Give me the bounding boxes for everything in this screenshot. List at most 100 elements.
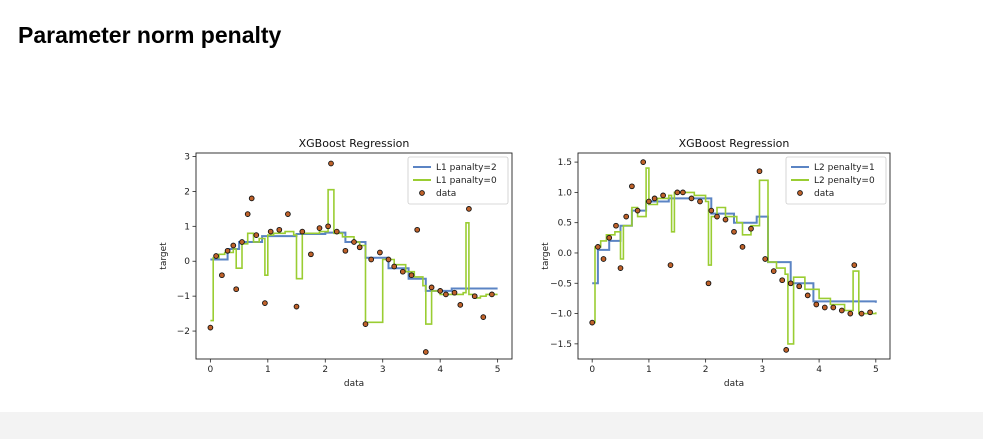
legend-box [785,156,887,205]
data-point [466,206,472,212]
series-line-2 [210,188,498,325]
x-tick-label: 4 [437,365,443,375]
data-point [830,304,837,311]
data-point [613,222,619,229]
data-point [770,268,777,274]
data-point [267,228,274,235]
data-point [437,288,444,294]
y-tick-label: 0.0 [558,249,573,259]
data-point [244,211,251,217]
series-line-2 [592,167,877,345]
data-point [600,256,607,262]
data-point [414,226,421,233]
y-tick-label: 3 [184,152,190,162]
y-tick-label: 0.5 [558,219,572,229]
legend-swatch-dot [419,190,425,196]
data-point [708,207,715,214]
legend-label: L2 penalty=1 [814,163,875,173]
data-point [385,256,392,263]
data-point [838,307,845,314]
slide-title: Parameter norm penalty [18,22,282,48]
data-point [253,232,260,238]
x-tick-label: 5 [495,365,501,375]
data-point [391,263,398,270]
legend-label: data [436,189,456,199]
data-point [285,211,291,217]
legend: L2 penalty=1 L2 penalty=0 data [785,156,887,205]
y-tick-label: −1.0 [550,310,572,320]
data-point [451,289,458,296]
x-tick-label: 3 [380,365,386,375]
data-point [239,239,245,245]
y-tick-label: 0 [184,257,190,267]
y-tick-label: 1.5 [558,158,572,168]
data-point [443,291,449,298]
data-point [224,247,231,254]
data-point [748,225,754,232]
data-point [351,239,357,245]
data-point [293,303,300,310]
data-point [399,268,406,275]
data-point [333,228,340,235]
y-tick-label: 1 [184,222,190,232]
legend-label: L2 penalty=0 [814,176,875,186]
data-point [377,249,383,256]
y-axis-label: target [541,242,551,270]
y-tick-label: 2 [184,187,190,197]
data-point [356,244,363,251]
data-point [617,265,624,271]
data-point [804,292,811,299]
data-point [688,195,695,202]
x-tick-label: 4 [816,365,822,375]
y-tick-label: −1 [177,292,190,302]
y-tick-label: −0.5 [550,279,572,289]
data-point [667,262,674,268]
data-point [328,160,334,167]
data-point [762,256,769,262]
data-point [342,247,349,254]
data-point [705,280,712,287]
data-point [219,272,225,279]
x-tick-label: 0 [207,365,213,375]
data-point [821,304,828,311]
data-point [489,291,495,298]
data-point [739,244,746,250]
data-point [595,244,601,250]
series-line-1 [592,197,877,303]
bottom-band [0,412,983,439]
data-point [640,159,647,165]
data-point [783,347,790,353]
chart-l1-penalty: XGBoost Regression 0 1 2 3 4 5 −2 −1 0 1 2 3 data targ… [159,137,513,389]
legend-swatch-dot [797,190,803,196]
x-tick-label: 1 [646,365,652,375]
legend-label: L1 panalty=0 [436,176,497,186]
data-point [325,223,331,230]
y-tick-label: 1.0 [558,188,573,198]
data-point [408,272,415,279]
data-point [207,324,214,331]
axes-frame [577,152,891,360]
data-point [368,256,375,263]
legend-box [407,156,509,205]
data-point [629,183,635,190]
data-point [299,228,306,235]
data-point [422,349,429,355]
data-point [756,168,763,175]
x-tick-label: 5 [873,365,879,375]
data-point [847,310,854,317]
data-point [680,189,686,196]
plot-area [589,159,877,353]
data-point [589,319,596,326]
data-point [779,277,786,284]
data-point [233,286,240,293]
data-point [867,309,873,316]
plot-area [207,160,498,355]
data-point [660,192,666,199]
data-point [276,226,283,233]
x-axis-label: data [724,379,744,389]
data-point [674,189,681,196]
data-point [606,234,613,241]
data-point [480,314,487,320]
data-point [651,195,658,202]
x-axis-label: data [344,379,364,389]
